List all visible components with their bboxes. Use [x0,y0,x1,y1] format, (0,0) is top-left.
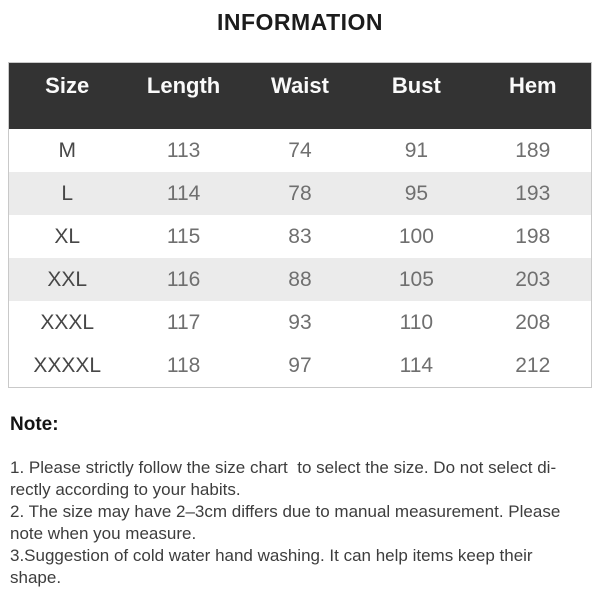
table-row: XXXL 117 93 110 208 [9,301,591,344]
cell-size: M [58,138,76,162]
col-header-bust: Bust [358,63,475,129]
col-header-size: Size [9,63,126,129]
page-title: INFORMATION [216,9,384,35]
table-row: XL 115 83 100 198 [9,215,591,258]
size-table: Size Length Waist Bust Hem M 113 74 91 1… [9,63,591,387]
cell-bust: 105 [398,267,434,291]
col-header-waist: Waist [241,63,359,129]
cell-size: L [61,181,74,205]
note-item: 1. Please strictly follow the size chart… [10,458,557,499]
note-item: 2. The size may have 2–3cm differs due t… [10,502,561,543]
cell-bust: 95 [404,181,429,205]
notes-block: 1. Please strictly follow the size chart… [10,457,590,589]
cell-bust: 114 [399,353,434,377]
table-row: L 114 78 95 193 [9,172,591,215]
cell-waist: 88 [288,267,312,291]
table-row: XXL 116 88 105 203 [9,258,591,301]
cell-waist: 97 [288,353,312,377]
cell-bust: 110 [399,310,434,334]
cell-length: 118 [166,353,201,377]
cell-length: 114 [166,181,201,205]
cell-bust: 100 [398,224,434,248]
cell-waist: 93 [288,310,312,334]
cell-hem: 198 [515,224,551,248]
cell-waist: 83 [288,224,312,248]
col-header-length: Length [125,63,242,129]
cell-hem: 193 [515,181,551,205]
cell-length: 113 [166,138,201,162]
cell-size: XXXXL [33,353,102,377]
note-heading: Note: [10,414,59,435]
cell-size: XXXL [40,310,95,334]
note-item: 3.Suggestion of cold water hand washing.… [10,546,533,587]
cell-length: 116 [166,267,201,291]
cell-hem: 203 [515,267,551,291]
table-header-row: Size Length Waist Bust Hem [9,63,591,129]
cell-hem: 212 [515,353,551,377]
cell-length: 117 [166,310,201,334]
cell-bust: 91 [404,138,429,162]
table-row: M 113 74 91 189 [9,129,591,172]
cell-length: 115 [166,224,201,248]
cell-hem: 189 [515,138,551,162]
cell-size: XL [54,224,81,248]
cell-waist: 78 [288,181,312,205]
cell-size: XXL [47,267,88,291]
size-table-wrap: Size Length Waist Bust Hem M 113 74 91 1… [8,62,592,388]
cell-hem: 208 [515,310,551,334]
table-row: XXXXL 118 97 114 212 [9,344,591,387]
col-header-hem: Hem [474,63,591,129]
cell-waist: 74 [288,138,312,162]
